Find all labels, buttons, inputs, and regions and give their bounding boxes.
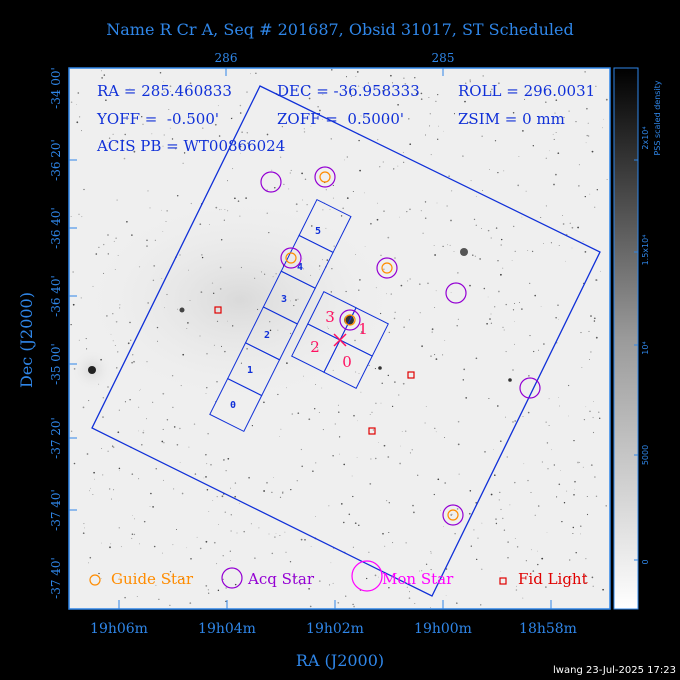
field-star: [378, 366, 382, 370]
field-star: [508, 378, 512, 382]
legend-guide-label: Guide Star: [111, 570, 194, 588]
x-tick-label: 18h58m: [519, 621, 577, 637]
y-tick-label: -34 00': [49, 67, 63, 109]
acq-star: [445, 282, 467, 304]
acq-star: [314, 166, 336, 188]
plot-title: Name R Cr A, Seq # 201687, Obsid 31017, …: [106, 20, 573, 39]
colorbar-tick: 1.5x10⁴: [641, 235, 650, 266]
acq-star: [376, 257, 398, 279]
legend-mon-label: Mon Star: [382, 570, 454, 588]
fov-square: [91, 85, 601, 597]
yoff-text: YOFF = -0.500': [96, 110, 219, 128]
colorbar: 2x10⁴ PSS scaled density 1.5x10⁴ 10⁴ 500…: [613, 67, 662, 610]
y-tick-label: -37 20': [49, 417, 63, 459]
colorbar-tick: 10⁴: [641, 341, 650, 354]
x-tick-label: 19h06m: [90, 621, 148, 637]
chip-label: 2: [264, 330, 270, 341]
legend-guide-symbol: [89, 574, 101, 586]
y-tick-label: -35 00': [49, 343, 63, 385]
zsim-text: ZSIM = 0 mm: [458, 110, 565, 128]
field-star: [179, 307, 185, 313]
y-tick-label: -36 20': [49, 139, 63, 181]
chip-label: 1: [247, 365, 253, 376]
guide-stars: [285, 171, 459, 521]
y-tick-label: -36 40': [49, 275, 63, 317]
aimpoint-label: 1: [358, 320, 368, 338]
y-axis: -34 00' -36 20' -36 40' -36 40' -35 00' …: [49, 67, 77, 599]
plot-frame: [68, 67, 611, 610]
x-axis: 19h06m 19h04m 19h02m 19h00m 18h58m: [90, 600, 577, 637]
fid-lights: [214, 306, 415, 435]
fid-light: [368, 427, 376, 435]
aimpoint-labels: 3 1 2 0: [310, 308, 368, 371]
aimpoint-label: 3: [325, 308, 335, 326]
ra-text: RA = 285.460833: [97, 82, 232, 100]
chip-label: 5: [315, 226, 321, 237]
aimpoint-label: 2: [310, 338, 320, 356]
y-tick-label: -37 40': [49, 557, 63, 599]
x-tick-label: 19h00m: [414, 621, 472, 637]
i-chip: [323, 339, 373, 389]
acq-stars: [260, 166, 541, 526]
top-tick-label: 286: [215, 51, 238, 65]
chip-label: 4: [297, 262, 303, 273]
guide-star: [344, 314, 356, 326]
zoff-text: ZOFF = 0.5000': [277, 110, 404, 128]
colorbar-title: PSS scaled density: [653, 80, 662, 155]
x-tick-label: 19h04m: [198, 621, 256, 637]
legend-acq-symbol: [221, 567, 243, 589]
bright-star: [88, 366, 96, 374]
guide-star: [285, 252, 297, 264]
x-axis-label: RA (J2000): [296, 651, 384, 670]
acq-star: [519, 377, 541, 399]
top-tick-label: 285: [432, 51, 455, 65]
acis-i-array: [291, 291, 389, 389]
pointing-info: RA = 285.460833 DEC = -36.958333 ROLL = …: [96, 82, 595, 155]
nebula-haze: [70, 190, 410, 410]
fid-light: [407, 371, 415, 379]
y-tick-label: -37 40': [49, 489, 63, 531]
acq-star: [280, 247, 302, 269]
y-tick-label: -36 40': [49, 207, 63, 249]
fid-light: [214, 306, 222, 314]
colorbar-tick: 5000: [641, 445, 650, 465]
legend-acq-label: Acq Star: [247, 570, 315, 588]
y-axis-label: Dec (J2000): [17, 292, 36, 388]
acis-s-chip-labels: 5 4 3 2 1 0: [230, 226, 321, 411]
chip-0: [209, 377, 263, 433]
roll-text: ROLL = 296.0031: [458, 82, 595, 100]
chip-label: 3: [281, 294, 287, 305]
chip-label: 0: [230, 400, 236, 411]
legend-mon-symbol: [351, 560, 383, 592]
cluster-star: [460, 248, 468, 256]
colorbar-scale: [613, 67, 639, 610]
guide-star: [381, 262, 393, 274]
acq-star: [260, 171, 282, 193]
x-tick-label: 19h02m: [306, 621, 364, 637]
legend-fid-label: Fid Light: [518, 570, 588, 588]
acq-star: [442, 504, 464, 526]
aimpoint-label: 0: [342, 353, 352, 371]
dec-text: DEC = -36.958333: [277, 82, 420, 100]
guide-star: [447, 509, 459, 521]
acq-star: [339, 309, 361, 331]
colorbar-tick: 0: [641, 559, 650, 564]
colorbar-top-label: 2x10⁴: [641, 126, 650, 149]
legend: Guide Star Acq Star Mon Star Fid Light: [89, 560, 588, 592]
footer-stamp: lwang 23-Jul-2025 17:23: [553, 665, 676, 676]
legend-fid-symbol: [499, 577, 507, 585]
acis-text: ACIS PB = WT00866024: [96, 137, 285, 155]
aimpoint-marker: [333, 333, 347, 347]
guide-star: [319, 171, 331, 183]
